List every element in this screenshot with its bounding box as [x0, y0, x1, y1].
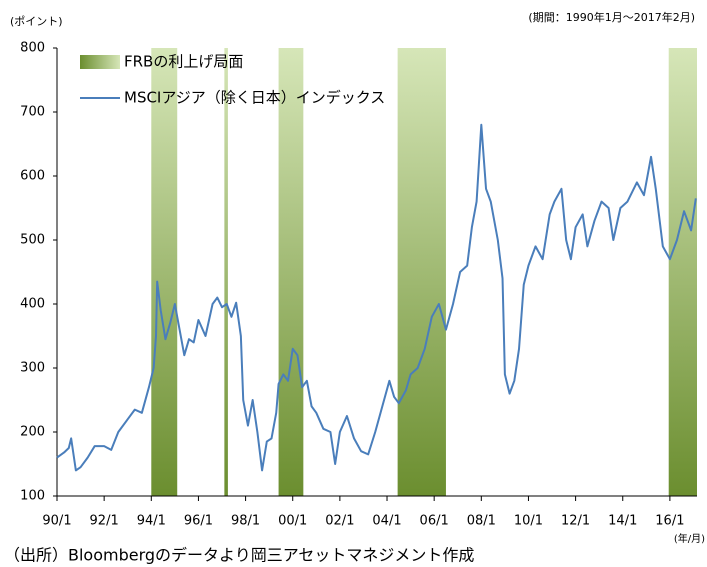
y-tick-label: 300	[20, 361, 45, 376]
period-note: (期間：1990年1月～2017年2月)	[528, 10, 695, 24]
legend-swatch	[80, 55, 120, 69]
x-tick-label: 06/1	[420, 514, 449, 529]
y-tick-label: 500	[20, 233, 45, 248]
x-tick-label: 10/1	[514, 514, 543, 529]
x-tick-label: 04/1	[372, 514, 401, 529]
band	[278, 48, 304, 496]
x-tick-label: 14/1	[608, 514, 637, 529]
y-unit-label: (ポイント)	[10, 15, 63, 28]
x-unit-label: (年/月)	[674, 532, 705, 545]
source: （出所）Bloombergのデータより岡三アセットマネジメント作成	[4, 546, 474, 565]
band	[151, 48, 178, 496]
y-tick-label: 400	[20, 297, 45, 312]
series-line	[56, 123, 697, 472]
band	[668, 48, 697, 496]
x-tick-label: 12/1	[561, 514, 590, 529]
x-tick-label: 90/1	[42, 514, 71, 529]
y-tick-label: 700	[20, 105, 45, 120]
x-tick-label: 02/1	[325, 514, 354, 529]
y-tick-label: 800	[20, 41, 45, 56]
x-tick-label: 16/1	[655, 514, 684, 529]
x-tick-label: 08/1	[467, 514, 496, 529]
y-tick-label: 100	[20, 489, 45, 504]
band	[224, 48, 228, 496]
legend-label: MSCIアジア（除く日本）インデックス	[124, 89, 385, 107]
x-tick-label: 96/1	[184, 514, 213, 529]
y-tick-label: 200	[20, 425, 45, 440]
legend-label: FRBの利上げ局面	[124, 53, 243, 71]
x-tick-label: 98/1	[231, 514, 260, 529]
x-tick-label: 00/1	[278, 514, 307, 529]
y-tick-label: 600	[20, 169, 45, 184]
band	[397, 48, 446, 496]
x-tick-label: 94/1	[137, 514, 166, 529]
x-tick-label: 92/1	[90, 514, 119, 529]
